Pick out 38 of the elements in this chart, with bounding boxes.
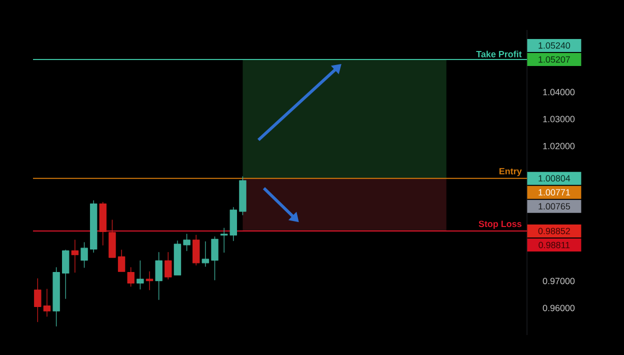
candlestick bbox=[118, 250, 126, 272]
candlestick bbox=[43, 288, 51, 317]
text: 1.00765 bbox=[538, 203, 570, 210]
candlestick bbox=[108, 220, 116, 258]
text: 1.05207 bbox=[538, 56, 570, 63]
candlestick bbox=[52, 267, 60, 326]
candlestick bbox=[174, 240, 182, 276]
candlestick bbox=[146, 271, 154, 290]
y-tick-label: 1.03000 bbox=[543, 116, 575, 122]
ref-line-label: Stop Loss bbox=[478, 220, 522, 229]
candlestick bbox=[202, 241, 210, 267]
ref-line-label: Entry bbox=[499, 168, 522, 176]
candlestick bbox=[155, 252, 162, 300]
candlestick bbox=[164, 252, 172, 280]
candlestick bbox=[127, 267, 134, 287]
candlestick bbox=[239, 176, 246, 216]
candlestick bbox=[99, 202, 107, 246]
candlestick bbox=[230, 206, 238, 242]
text: 1.05240 bbox=[538, 42, 570, 49]
y-tick-label: 0.97000 bbox=[542, 278, 575, 284]
y-tick-label: 0.96000 bbox=[542, 304, 575, 312]
text: 0.98852 bbox=[538, 228, 570, 234]
text: 0.98811 bbox=[538, 242, 570, 248]
candlestick bbox=[211, 236, 218, 280]
candlestick bbox=[183, 234, 190, 252]
candlestick bbox=[34, 278, 42, 322]
text: 1.00804 bbox=[538, 175, 570, 182]
y-tick-label: 1.02000 bbox=[543, 142, 575, 150]
candlestick bbox=[80, 242, 88, 268]
text: 1.00771 bbox=[538, 189, 570, 196]
candlestick bbox=[71, 240, 79, 273]
candlestick bbox=[192, 234, 200, 266]
ref-line-label: Take Profit bbox=[476, 50, 522, 58]
candlestick bbox=[220, 228, 228, 253]
candlestick bbox=[62, 250, 70, 299]
y-tick-label: 1.04000 bbox=[543, 88, 575, 96]
candlestick bbox=[90, 200, 98, 253]
candlestick bbox=[136, 260, 144, 290]
